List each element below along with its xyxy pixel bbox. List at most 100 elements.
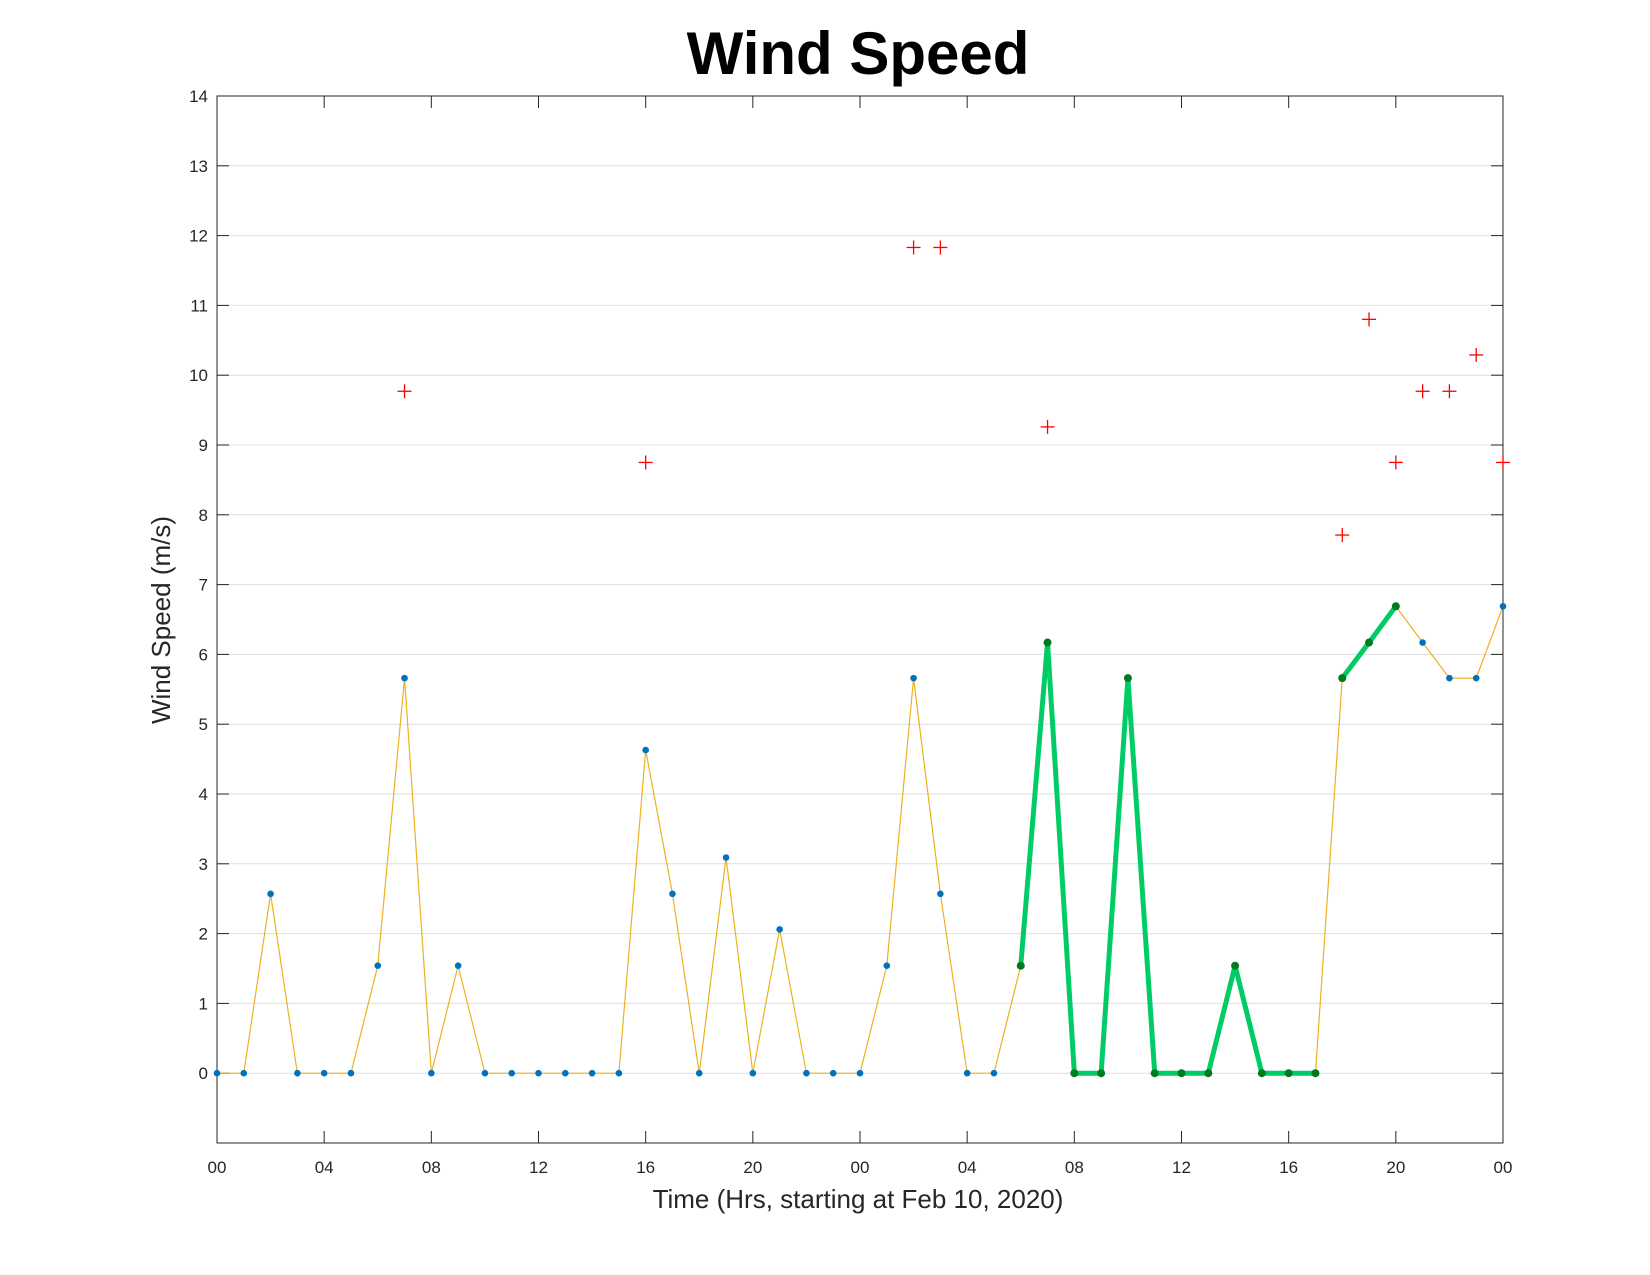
y-tick-label: 8 (199, 506, 208, 525)
highlight-point (1284, 1069, 1293, 1078)
wind-speed-point (347, 1069, 355, 1077)
x-tick-label: 16 (636, 1158, 655, 1177)
highlight-point (1311, 1069, 1320, 1078)
x-tick-label: 00 (1494, 1158, 1513, 1177)
highlight-point (1391, 602, 1400, 611)
highlight-point (1123, 674, 1132, 683)
y-tick-label: 14 (189, 87, 208, 106)
highlight-point (1231, 961, 1240, 970)
y-tick-label: 4 (199, 785, 208, 804)
wind-speed-point (963, 1069, 971, 1077)
wind-speed-point (615, 1069, 623, 1077)
wind-speed-point (642, 746, 649, 754)
y-tick-label: 3 (199, 855, 208, 874)
x-tick-label: 12 (529, 1158, 548, 1177)
highlight-point (1070, 1069, 1079, 1078)
wind-speed-point (910, 674, 917, 682)
gust-marker (638, 455, 653, 470)
gust-marker (1362, 312, 1377, 327)
wind-speed-point (320, 1069, 328, 1077)
wind-speed-point (213, 1069, 221, 1077)
wind-speed-point (454, 962, 462, 970)
wind-speed-point (561, 1069, 569, 1077)
y-tick-label: 11 (190, 296, 208, 315)
wind-speed-point (588, 1069, 596, 1077)
x-tick-label: 20 (1386, 1158, 1405, 1177)
axis-ticks (216, 95, 1504, 1143)
gust-marker (1335, 528, 1350, 543)
y-tick-label: 0 (199, 1064, 208, 1083)
x-tick-label: 20 (743, 1158, 762, 1177)
wind-speed-point (508, 1069, 516, 1077)
y-tick-label: 5 (199, 715, 208, 734)
gust-marker (933, 240, 948, 255)
y-axis-label: Wind Speed (m/s) (146, 516, 176, 724)
wind-speed-point (428, 1069, 435, 1077)
wind-speed-point (669, 890, 676, 898)
y-tick-label: 7 (199, 576, 208, 595)
x-axis-tick-labels: 00 04 08 12 16 20 00 04 08 12 16 20 00 (208, 1158, 1513, 1177)
y-tick-label: 6 (199, 645, 208, 664)
wind-speed-point (937, 890, 944, 898)
y-tick-label: 1 (199, 994, 208, 1013)
gust-marker (1040, 419, 1055, 434)
y-tick-label: 9 (199, 436, 208, 455)
wind-speed-point (695, 1069, 703, 1077)
wind-speed-point (856, 1069, 864, 1077)
x-tick-label: 00 (208, 1158, 227, 1177)
wind-speed-point (240, 1069, 248, 1077)
x-tick-label: 12 (1172, 1158, 1191, 1177)
y-tick-label: 12 (189, 227, 208, 246)
wind-speed-point (1419, 639, 1426, 646)
gust-marker (1442, 384, 1457, 399)
x-tick-label: 16 (1279, 1158, 1298, 1177)
plot-data (213, 240, 1510, 1078)
highlight-point (1177, 1069, 1186, 1078)
wind-speed-point (374, 962, 382, 970)
x-tick-label: 08 (422, 1158, 441, 1177)
gust-marker (1388, 455, 1403, 470)
y-tick-label: 10 (189, 366, 208, 385)
wind-speed-point (1499, 602, 1507, 610)
gust-marker (906, 240, 921, 255)
highlight-point (1150, 1069, 1159, 1078)
highlight-line-segment (1018, 640, 1316, 1076)
wind-speed-point (267, 890, 274, 898)
wind-speed-point (401, 674, 408, 682)
highlight-point (1204, 1069, 1213, 1078)
gust-marker (1415, 384, 1430, 399)
x-axis-label: Time (Hrs, starting at Feb 10, 2020) (653, 1184, 1064, 1214)
x-tick-label: 04 (315, 1158, 334, 1177)
wind-speed-point (776, 926, 783, 933)
highlight-point (1257, 1069, 1266, 1078)
y-tick-label: 13 (189, 157, 208, 176)
highlight-point (1097, 1069, 1106, 1078)
grid-lines (217, 95, 1503, 1074)
chart-title: Wind Speed (687, 20, 1030, 87)
wind-speed-point (294, 1069, 301, 1077)
x-tick-label: 08 (1065, 1158, 1084, 1177)
wind-speed-point (535, 1069, 542, 1077)
highlight-point (1338, 674, 1347, 683)
wind-speed-point (883, 962, 891, 970)
wind-speed-point (1472, 674, 1480, 682)
gust-marker (1469, 347, 1484, 362)
gust-marker (397, 384, 412, 399)
y-tick-label: 2 (199, 925, 208, 944)
wind-speed-point (829, 1069, 837, 1077)
wind-speed-point (481, 1069, 489, 1077)
wind-speed-point (990, 1069, 998, 1077)
highlight-point (1043, 638, 1052, 647)
wind-speed-point (803, 1069, 810, 1077)
x-tick-label: 00 (851, 1158, 870, 1177)
gust-marker (1496, 455, 1510, 470)
highlight-point (1016, 961, 1025, 970)
highlight-point (1365, 638, 1374, 647)
wind-speed-point (749, 1069, 757, 1077)
x-tick-label: 04 (958, 1158, 977, 1177)
wind-speed-point (722, 854, 730, 861)
wind-speed-point (1446, 674, 1453, 682)
